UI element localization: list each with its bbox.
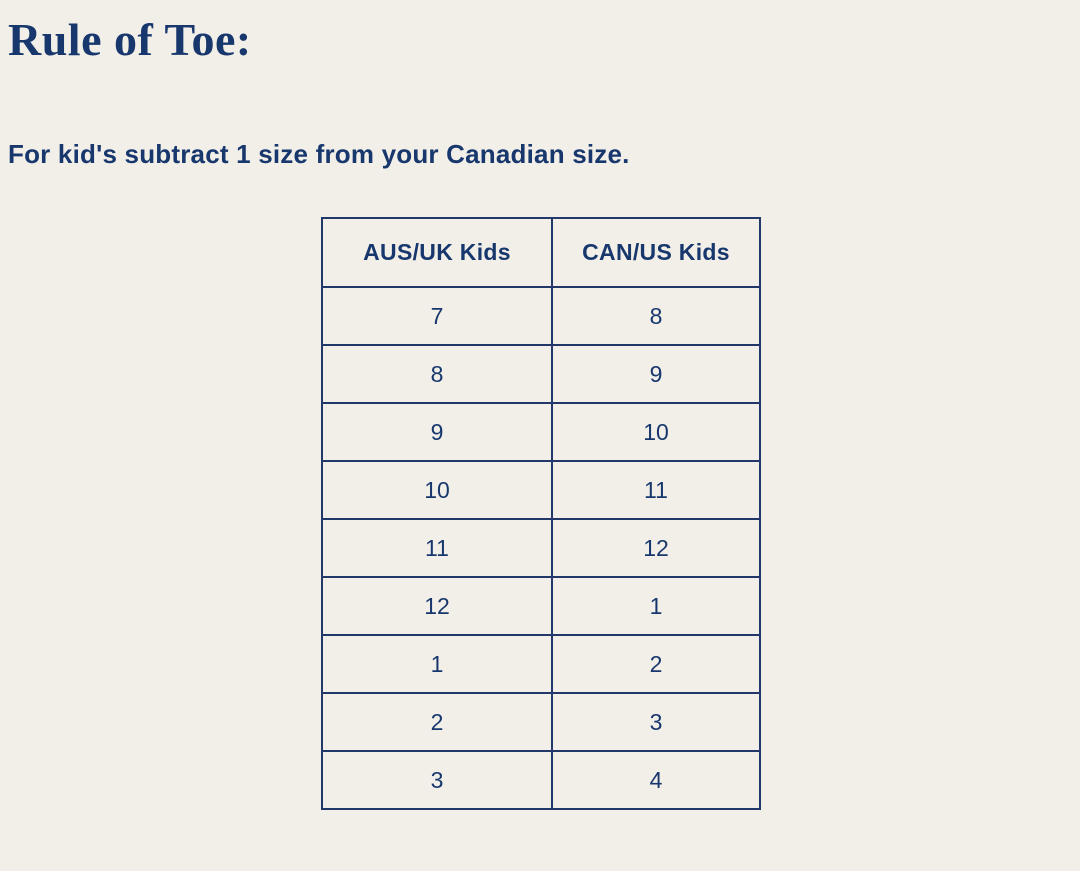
- page-title: Rule of Toe:: [8, 14, 252, 65]
- size-conversion-table: AUS/UK Kids CAN/US Kids 7 8 8 9 9 10 10 …: [321, 217, 761, 810]
- aus-uk-size-cell: 3: [321, 750, 553, 810]
- aus-uk-size-cell: 9: [321, 402, 553, 462]
- table-row: 9 10: [321, 402, 761, 462]
- table-row: 1 2: [321, 634, 761, 694]
- aus-uk-size-cell: 7: [321, 286, 553, 346]
- table-row: 10 11: [321, 460, 761, 520]
- can-us-size-cell: 3: [551, 692, 761, 752]
- table-row: 3 4: [321, 750, 761, 810]
- column-header-aus-uk-kids: AUS/UK Kids: [321, 217, 553, 288]
- aus-uk-size-cell: 2: [321, 692, 553, 752]
- aus-uk-size-cell: 12: [321, 576, 553, 636]
- aus-uk-size-cell: 1: [321, 634, 553, 694]
- can-us-size-cell: 4: [551, 750, 761, 810]
- table-row: 8 9: [321, 344, 761, 404]
- aus-uk-size-cell: 10: [321, 460, 553, 520]
- can-us-size-cell: 12: [551, 518, 761, 578]
- table-row: 12 1: [321, 576, 761, 636]
- table-row: 11 12: [321, 518, 761, 578]
- aus-uk-size-cell: 11: [321, 518, 553, 578]
- aus-uk-size-cell: 8: [321, 344, 553, 404]
- can-us-size-cell: 11: [551, 460, 761, 520]
- size-rule-instruction: For kid's subtract 1 size from your Cana…: [8, 139, 630, 169]
- table-row: 7 8: [321, 286, 761, 346]
- can-us-size-cell: 9: [551, 344, 761, 404]
- table-header-row: AUS/UK Kids CAN/US Kids: [321, 217, 761, 288]
- can-us-size-cell: 8: [551, 286, 761, 346]
- can-us-size-cell: 1: [551, 576, 761, 636]
- can-us-size-cell: 2: [551, 634, 761, 694]
- table-row: 2 3: [321, 692, 761, 752]
- column-header-can-us-kids: CAN/US Kids: [551, 217, 761, 288]
- can-us-size-cell: 10: [551, 402, 761, 462]
